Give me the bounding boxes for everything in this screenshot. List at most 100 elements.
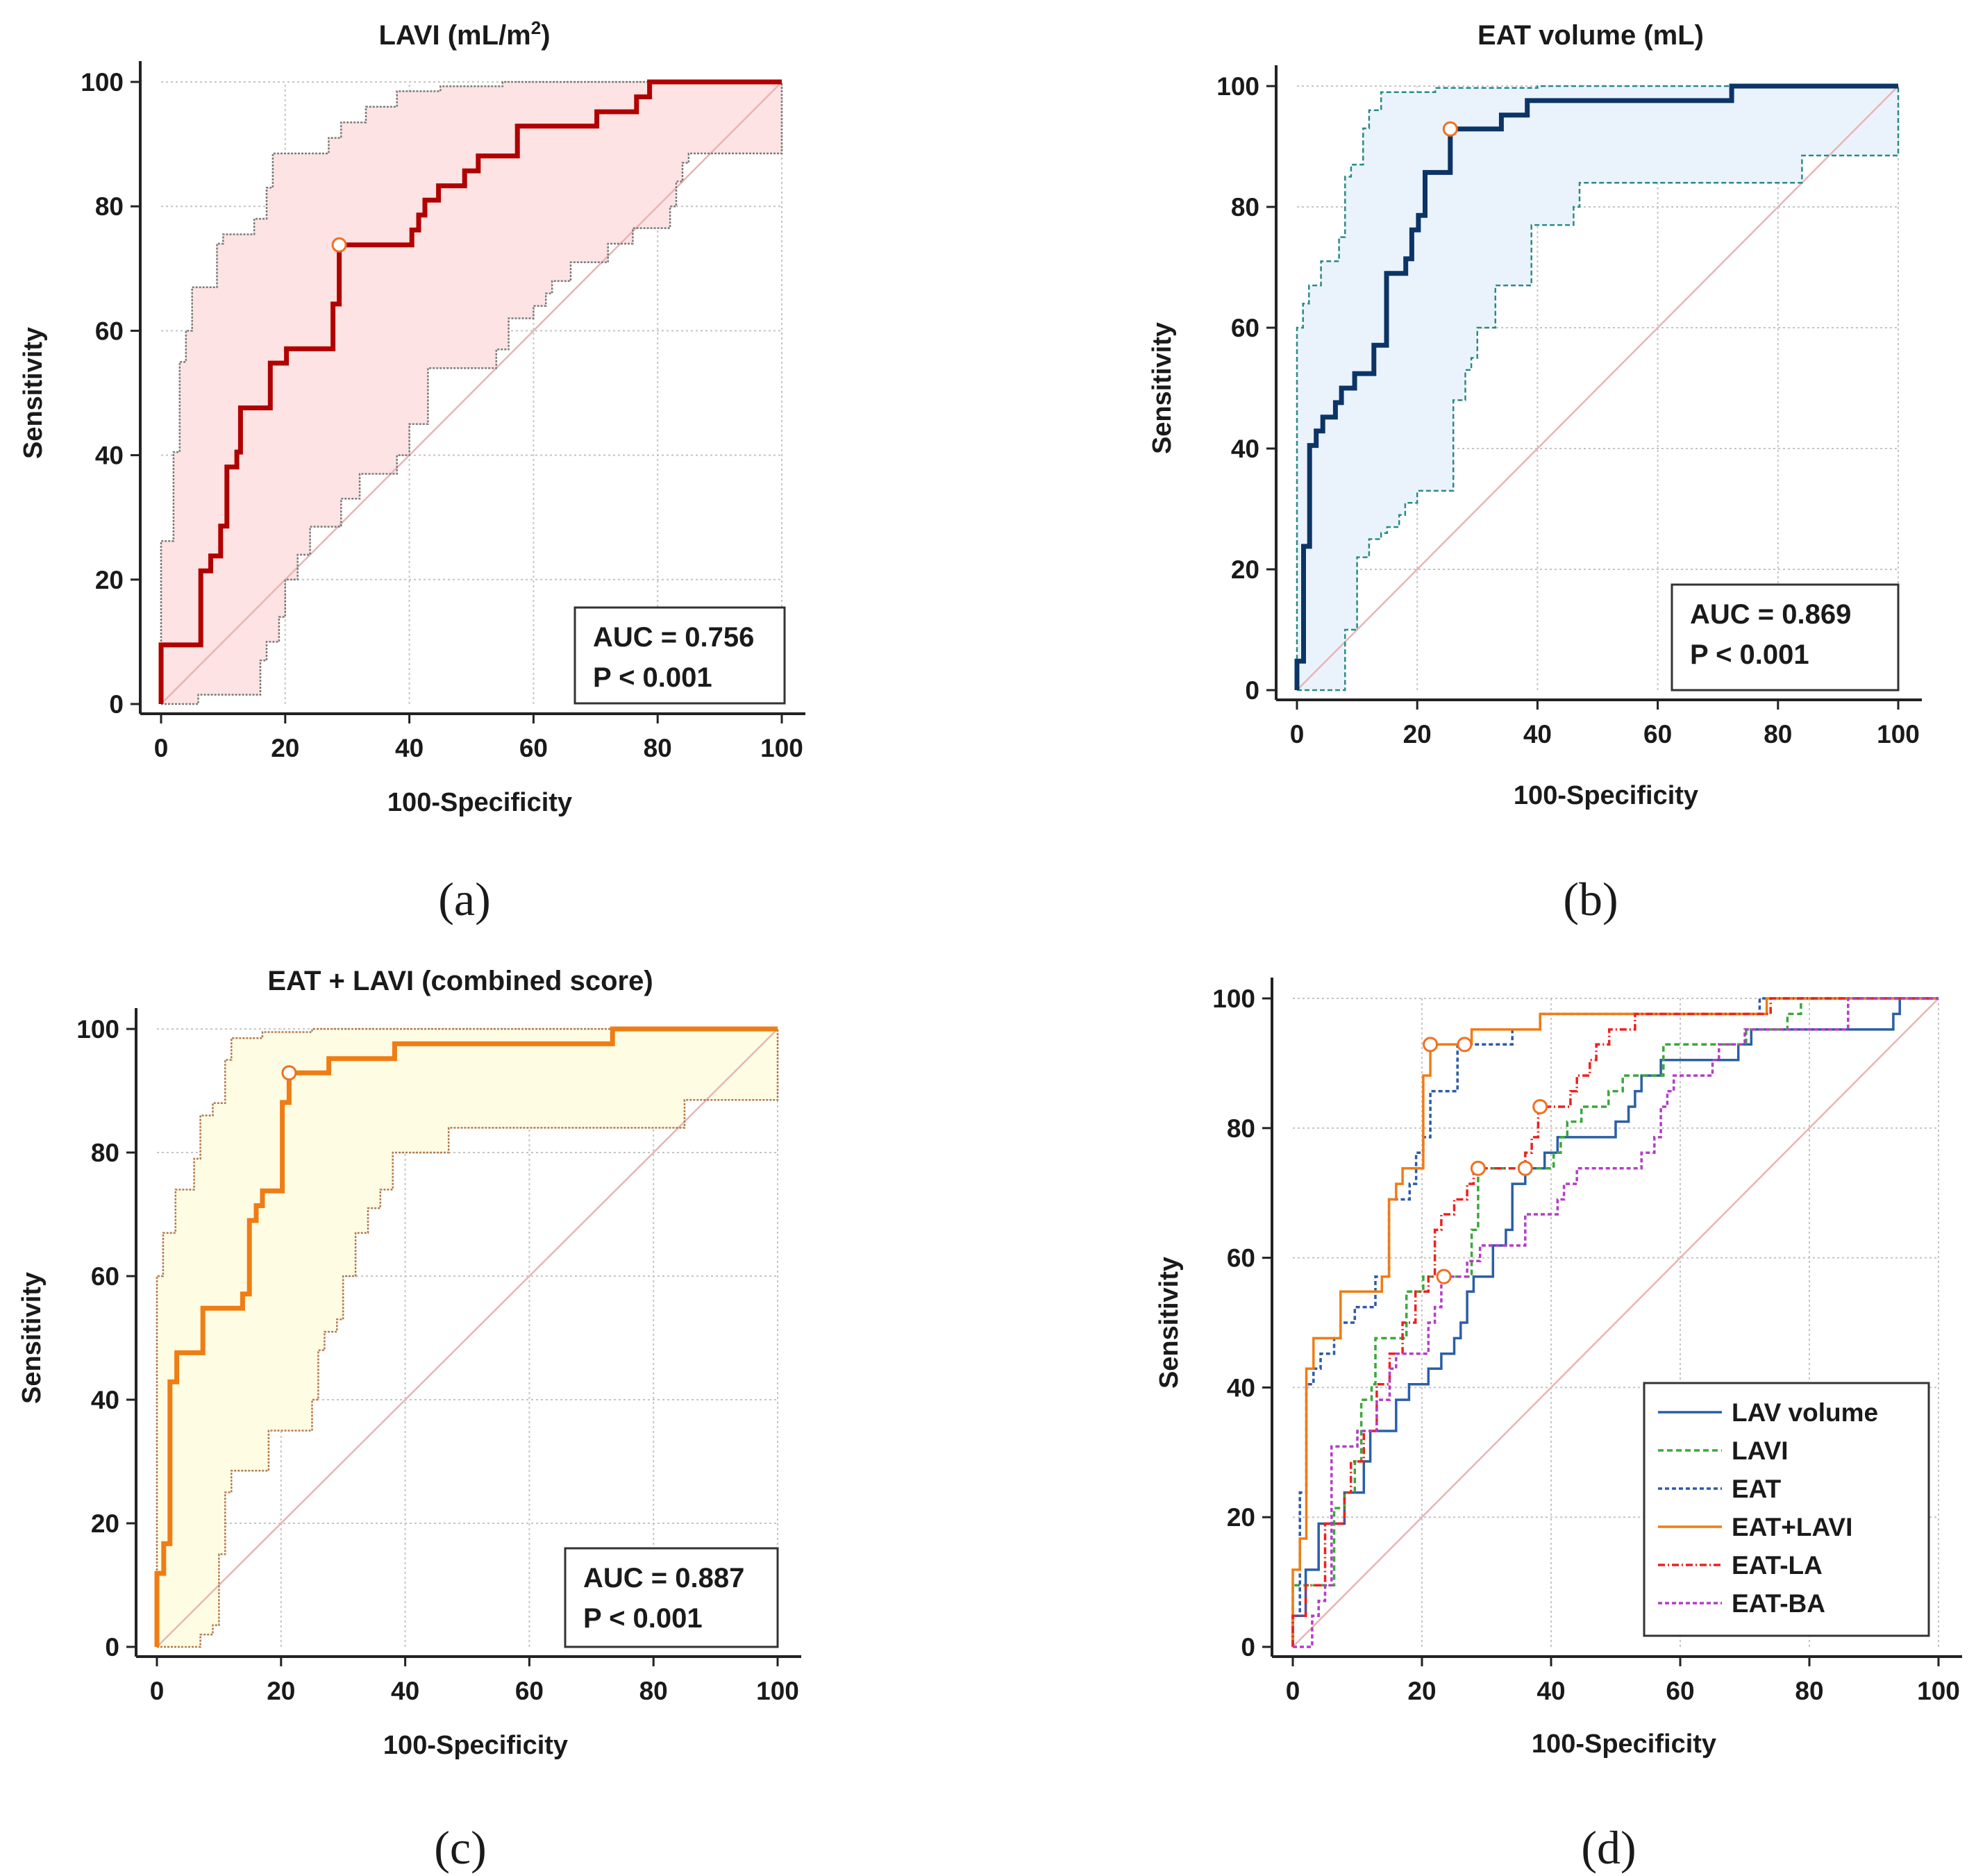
y-tick-label: 80 xyxy=(1231,193,1259,221)
x-tick-label: 40 xyxy=(1523,720,1552,748)
roc-curve-eat-lavi xyxy=(1291,997,1939,1647)
roc-curve-eat-ba xyxy=(1293,997,1939,1648)
y-tick-label: 20 xyxy=(91,1509,119,1538)
legend-label: LAVI xyxy=(1732,1437,1789,1465)
x-tick-label: 60 xyxy=(1643,720,1672,748)
stat-box-frame xyxy=(573,606,786,705)
stat-box: AUC = 0.887 P < 0.001 xyxy=(564,1547,779,1648)
y-tick-label: 80 xyxy=(91,1139,119,1167)
cutoff-marker xyxy=(331,237,347,253)
y-tick-label: 20 xyxy=(1231,555,1259,584)
panel-d-comparison-roc: 0 20 40 60 80 100 0 20 40 60 80 100 100-Specificity S… xyxy=(1155,978,1962,1874)
y-tick-label: 0 xyxy=(1241,1633,1255,1661)
x-tick-label: 80 xyxy=(1795,1677,1823,1705)
cutoff-marker xyxy=(281,1065,297,1081)
auc-value: AUC = 0.887 xyxy=(583,1563,744,1593)
p-value: P < 0.001 xyxy=(593,662,712,693)
reference-diagonal xyxy=(160,81,782,705)
reference-diagonal xyxy=(1292,998,1939,1648)
stat-box: AUC = 0.756 P < 0.001 xyxy=(573,606,786,705)
stat-box: AUC = 0.869 P < 0.001 xyxy=(1671,583,1900,692)
y-tick-label: 0 xyxy=(109,690,124,719)
confidence-lower-bound xyxy=(157,1029,779,1648)
y-tick-label: 40 xyxy=(95,442,124,470)
y-tick-label: 60 xyxy=(1227,1244,1255,1273)
confidence-lower-bound xyxy=(161,82,783,705)
cutoff-marker xyxy=(1470,1160,1486,1176)
x-tick-label: 100 xyxy=(756,1677,799,1705)
x-tick-label: 20 xyxy=(1403,720,1432,748)
cutoff-marker xyxy=(1517,1160,1533,1176)
auc-value: AUC = 0.869 xyxy=(1690,599,1851,630)
legend-label: LAV volume xyxy=(1732,1398,1878,1427)
x-tick-label: 80 xyxy=(639,1677,668,1705)
x-tick-label: 40 xyxy=(391,1677,419,1705)
panel-caption: (c) xyxy=(434,1821,486,1874)
y-tick-label: 40 xyxy=(1231,435,1259,463)
confidence-lower-bound xyxy=(1297,86,1900,692)
x-tick-label: 60 xyxy=(1666,1677,1694,1705)
x-tick-label: 80 xyxy=(644,734,672,762)
x-tick-label: 40 xyxy=(395,734,424,762)
y-axis-title: Sensitivity xyxy=(19,327,48,459)
y-tick-label: 60 xyxy=(91,1262,119,1291)
legend-frame xyxy=(1643,1382,1930,1637)
legend-label: EAT+LAVI xyxy=(1732,1513,1852,1541)
y-tick-label: 80 xyxy=(1227,1114,1255,1143)
title-suffix: ) xyxy=(541,20,550,51)
panel-caption: (d) xyxy=(1581,1821,1636,1874)
y-tick-label: 20 xyxy=(95,566,124,594)
legend-label: EAT-LA xyxy=(1732,1551,1823,1580)
auc-value: AUC = 0.756 xyxy=(593,622,754,653)
x-axis-title: 100-Specificity xyxy=(387,788,572,817)
x-tick-label: 60 xyxy=(515,1677,544,1705)
y-axis-title: Sensitivity xyxy=(17,1272,47,1404)
cutoff-marker xyxy=(1442,121,1458,137)
confidence-band xyxy=(1297,86,1898,690)
cutoff-marker xyxy=(1532,1098,1548,1114)
y-tick-label: 100 xyxy=(81,68,124,97)
roc-curve-eat-la xyxy=(1291,997,1939,1647)
confidence-upper-bound xyxy=(156,1028,778,1647)
x-tick-label: 0 xyxy=(1286,1677,1300,1705)
x-tick-label: 80 xyxy=(1764,720,1792,748)
confidence-band xyxy=(157,1029,778,1647)
panel-title: LAVI (mL/m2) xyxy=(378,17,550,51)
reference-diagonal xyxy=(156,1028,778,1648)
x-tick-label: 60 xyxy=(519,734,548,762)
y-tick-label: 60 xyxy=(95,317,124,345)
panel-caption: (a) xyxy=(438,873,490,926)
panel-title: EAT + LAVI (combined score) xyxy=(267,966,653,996)
y-tick-label: 20 xyxy=(1227,1503,1255,1532)
y-tick-label: 100 xyxy=(1212,985,1255,1013)
reference-diagonal xyxy=(1296,85,1899,691)
x-tick-label: 100 xyxy=(760,734,803,762)
y-tick-label: 40 xyxy=(1227,1373,1255,1402)
roc-curve-eat xyxy=(1294,83,1898,690)
cutoff-marker xyxy=(1423,1037,1439,1053)
y-tick-label: 0 xyxy=(1245,676,1259,705)
y-tick-label: 60 xyxy=(1231,314,1259,342)
stat-box-frame xyxy=(564,1547,779,1648)
x-tick-label: 40 xyxy=(1537,1677,1565,1705)
x-axis-title: 100-Specificity xyxy=(1514,781,1698,810)
x-tick-label: 20 xyxy=(1407,1677,1436,1705)
x-tick-label: 100 xyxy=(1877,720,1920,748)
y-tick-label: 80 xyxy=(95,192,124,221)
cutoff-marker xyxy=(1436,1268,1452,1284)
y-axis-title: Sensitivity xyxy=(1155,1257,1184,1389)
x-axis-title: 100-Specificity xyxy=(1532,1730,1716,1759)
p-value: P < 0.001 xyxy=(583,1603,703,1634)
legend-label: EAT xyxy=(1732,1475,1782,1503)
roc-curve-lav-volume xyxy=(1291,997,1939,1647)
panel-title: EAT volume (mL) xyxy=(1477,20,1704,51)
x-axis-title: 100-Specificity xyxy=(383,1731,568,1760)
x-tick-label: 0 xyxy=(150,1677,165,1705)
panel-a-lavi-roc: 0 20 40 60 80 100 0 20 40 60 80 100 100-Specificity S… xyxy=(19,17,805,926)
y-tick-label: 100 xyxy=(1216,72,1259,101)
y-tick-label: 0 xyxy=(105,1633,119,1661)
stat-box-frame xyxy=(1671,583,1900,692)
y-tick-label: 40 xyxy=(91,1386,119,1414)
x-tick-label: 100 xyxy=(1917,1677,1960,1705)
